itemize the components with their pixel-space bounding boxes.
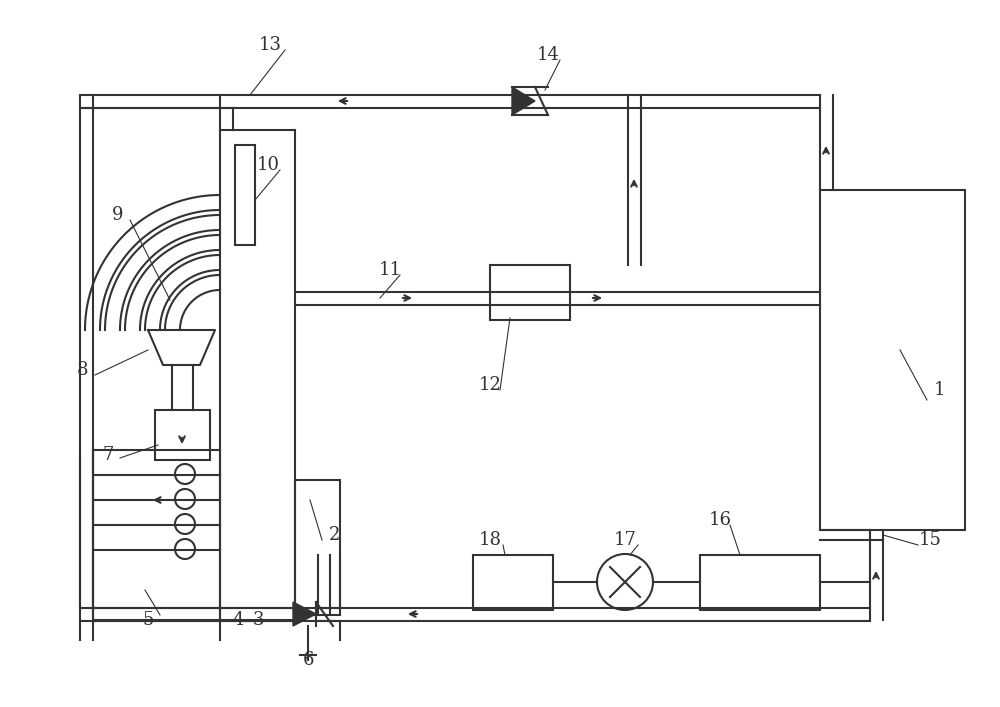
Text: 5: 5: [142, 611, 154, 629]
Bar: [235, 145, 255, 245]
Bar: [93, 450, 220, 620]
Text: 6: 6: [302, 651, 314, 669]
Text: 3: 3: [252, 611, 264, 629]
Bar: [700, 555, 820, 610]
Text: 9: 9: [112, 206, 124, 224]
Text: 12: 12: [479, 376, 501, 394]
Text: 1: 1: [934, 381, 946, 399]
Text: 8: 8: [76, 361, 88, 379]
Text: 11: 11: [378, 261, 402, 279]
Text: 18: 18: [479, 531, 502, 549]
Text: 2: 2: [329, 526, 341, 544]
Bar: [490, 265, 570, 320]
Polygon shape: [293, 602, 316, 626]
Text: 15: 15: [919, 531, 941, 549]
Bar: [473, 555, 553, 610]
Text: 4: 4: [232, 611, 244, 629]
Polygon shape: [148, 330, 215, 365]
Bar: [295, 480, 340, 615]
Text: 16: 16: [708, 511, 732, 529]
Text: 13: 13: [258, 36, 282, 54]
Text: 7: 7: [102, 446, 114, 464]
Bar: [820, 190, 965, 530]
Text: 17: 17: [614, 531, 636, 549]
Text: 10: 10: [256, 156, 280, 174]
Bar: [220, 130, 295, 620]
Polygon shape: [512, 87, 535, 115]
Text: 14: 14: [537, 46, 559, 64]
Bar: [155, 410, 210, 460]
